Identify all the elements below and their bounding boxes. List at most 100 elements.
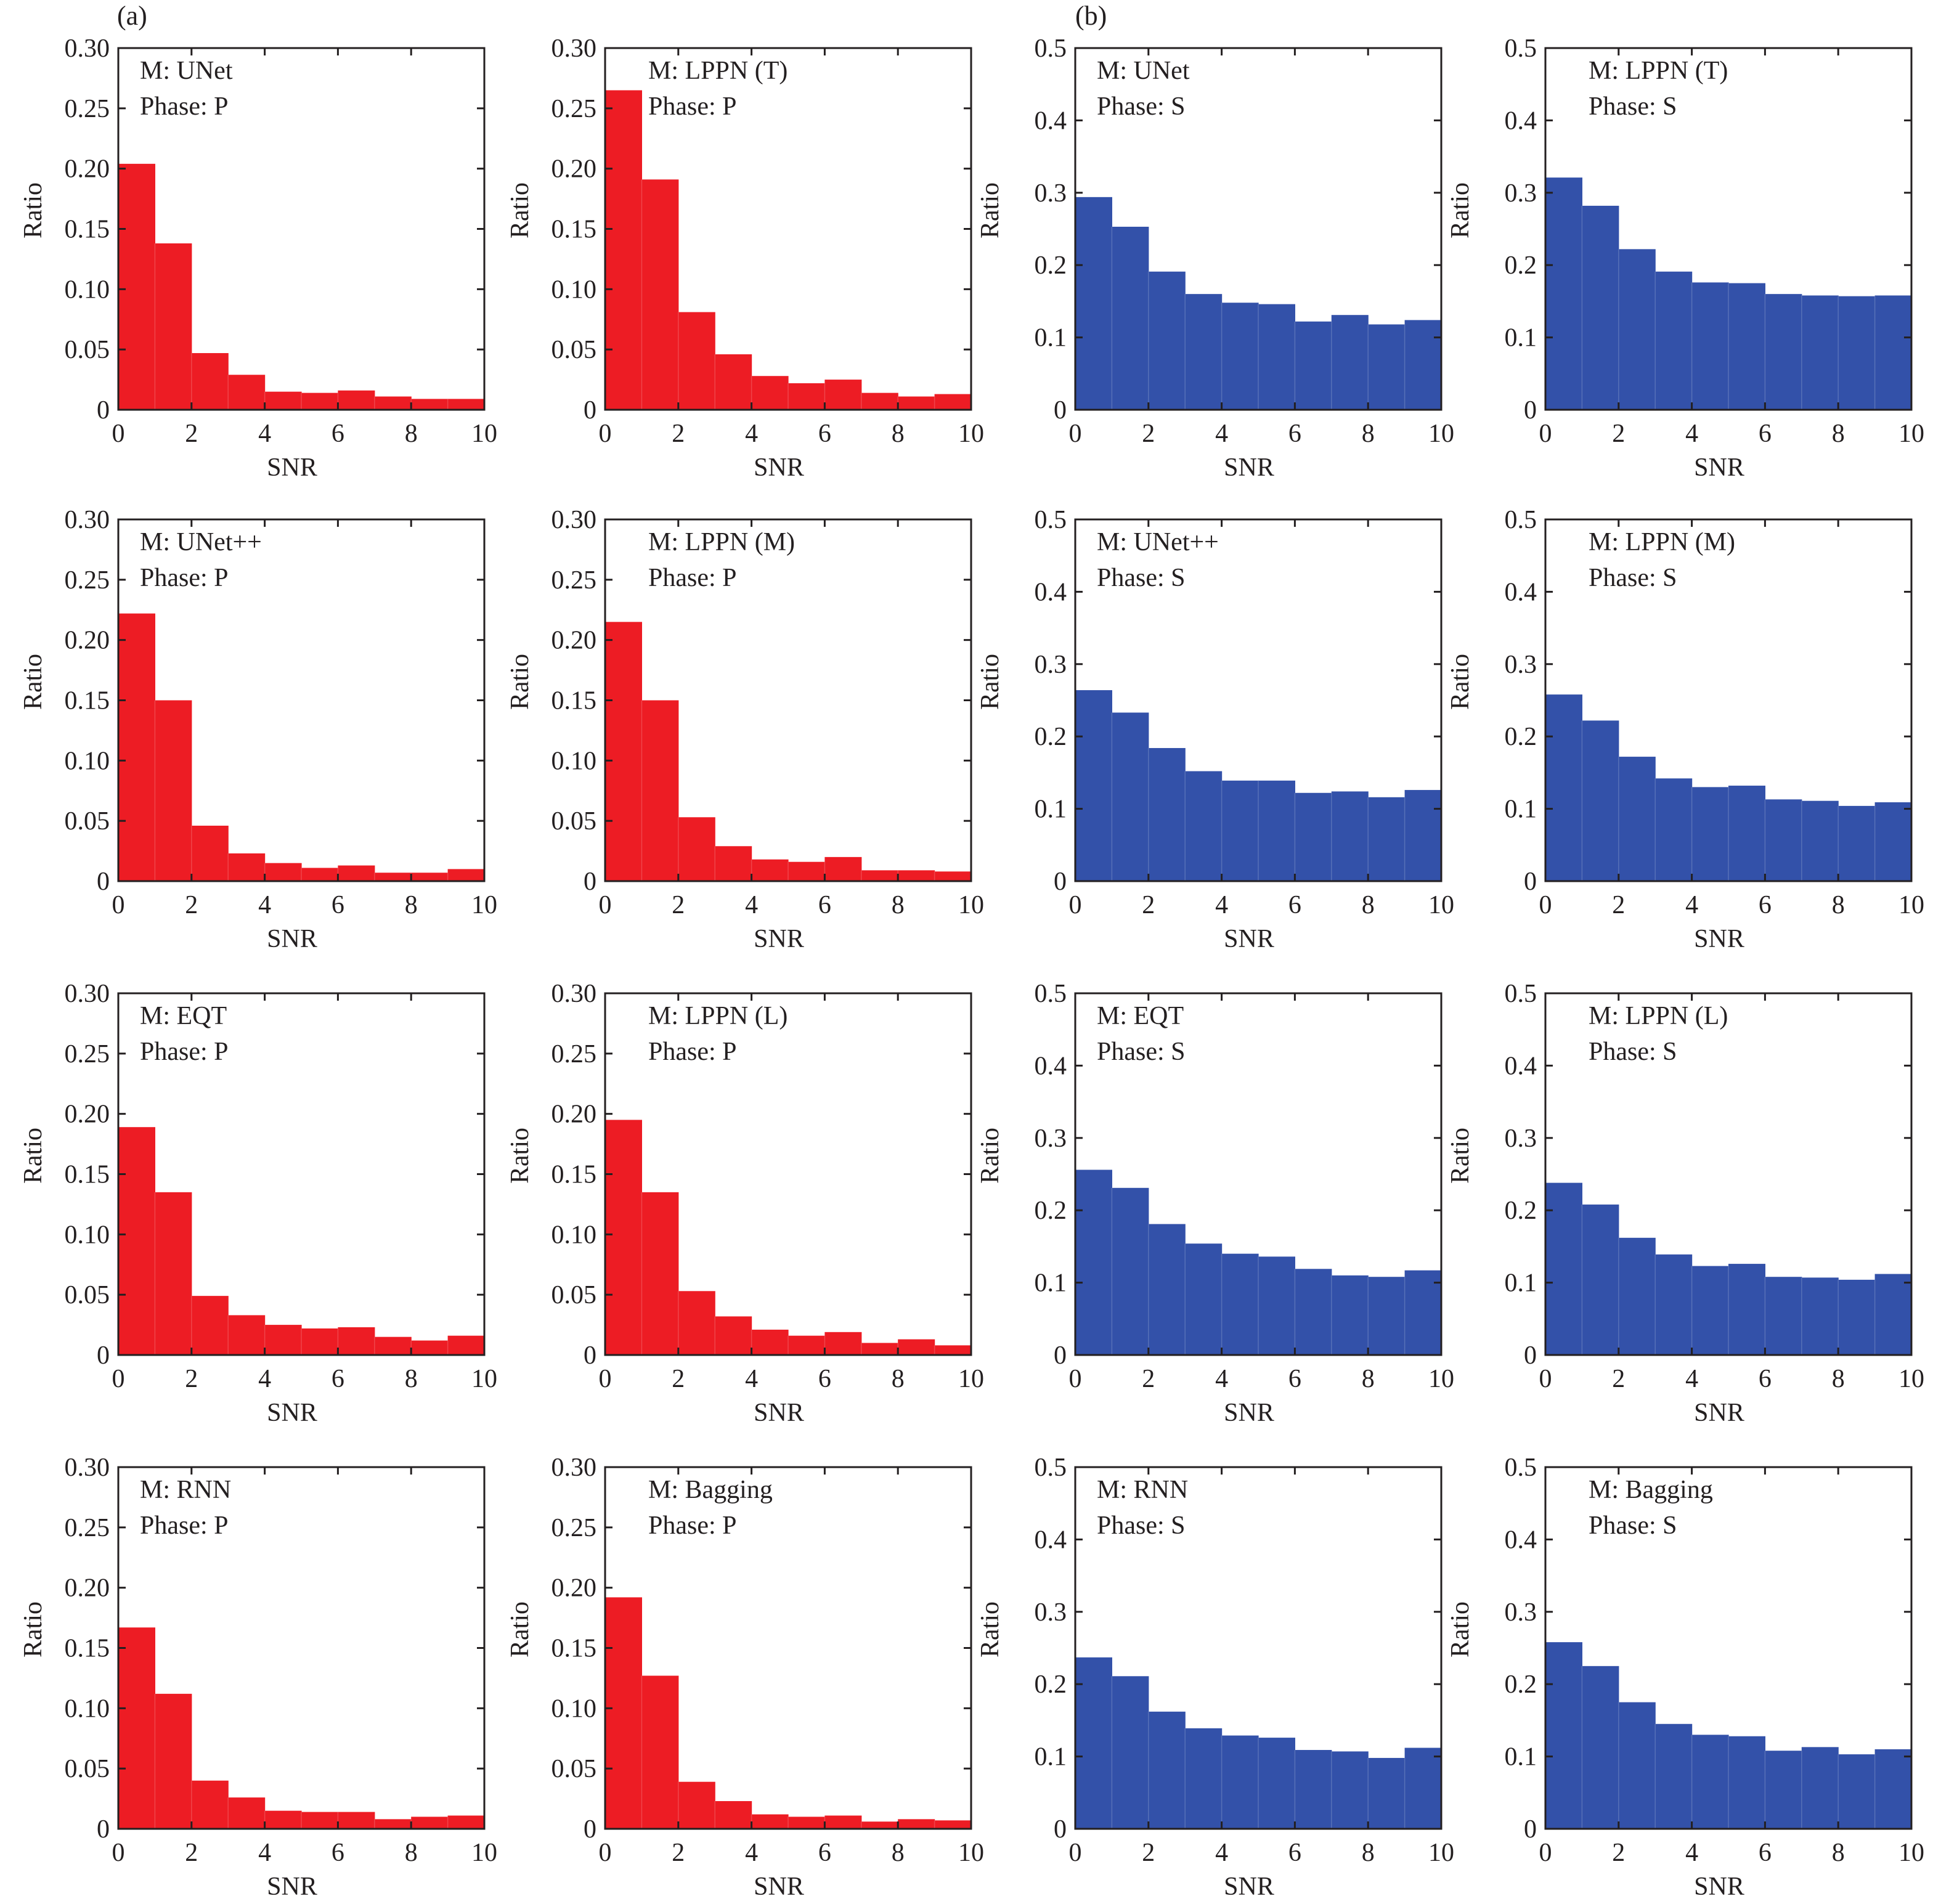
y-tick-label: 0.20 [551, 1574, 597, 1603]
histogram-bar [1295, 1750, 1332, 1829]
y-tick-label: 0.05 [551, 1281, 597, 1309]
y-tick-label: 0.1 [1035, 795, 1067, 824]
phase-label: Phase: S [1097, 1038, 1186, 1066]
histogram-bar [1728, 1264, 1765, 1355]
x-tick-label: 6 [818, 1365, 831, 1393]
y-tick-label: 0.30 [65, 980, 110, 1008]
plot-frame [1074, 47, 1443, 411]
x-tick-label: 6 [1288, 891, 1301, 919]
y-tick-label: 0.15 [551, 216, 597, 244]
histogram-bar [1221, 780, 1259, 881]
histogram-panel-3: 0 0.1 0.2 0.3 0.4 0.5 0 2 4 6 8 10 SNR Ratio M: UNet Ph… [976, 35, 1454, 482]
y-tick-label: 0.3 [1505, 179, 1537, 208]
histogram-bar [605, 622, 642, 881]
histogram-bar [1655, 1723, 1693, 1829]
x-tick-label: 10 [1428, 1365, 1454, 1393]
model-label: M: UNet [1097, 57, 1190, 85]
x-tick-label: 2 [672, 891, 685, 919]
x-tick-label: 4 [258, 1365, 271, 1393]
y-tick-label: 0.20 [65, 1574, 110, 1603]
x-tick-label: 4 [258, 1839, 271, 1867]
x-tick-label: 8 [1362, 1839, 1375, 1867]
histogram-bar [1221, 303, 1259, 410]
y-tick-label: 0.15 [65, 687, 110, 715]
model-label: M: LPPN (M) [648, 528, 795, 556]
x-axis-label: SNR [754, 1873, 804, 1901]
histogram-bar [1838, 1754, 1876, 1829]
y-tick-label: 0.10 [65, 1221, 110, 1249]
histogram-bar [118, 1627, 155, 1829]
histogram-bar [374, 873, 412, 881]
histogram-bar [264, 1810, 302, 1829]
histogram-panel-2: 0 0.05 0.10 0.15 0.20 0.25 0.30 0 2 4 6 8 10 SNR Ratio… [506, 35, 984, 482]
x-tick-label: 0 [1539, 891, 1552, 919]
y-tick-label: 0 [97, 868, 110, 896]
histogram-bar [447, 1335, 485, 1355]
x-tick-label: 8 [405, 1839, 418, 1867]
histogram-bar [1331, 791, 1369, 881]
x-tick-label: 2 [185, 1839, 198, 1867]
y-tick-label: 0.4 [1505, 107, 1537, 135]
plot-frame [1544, 518, 1913, 882]
x-tick-label: 10 [958, 1365, 984, 1393]
histogram-bar [641, 179, 679, 410]
phase-label: Phase: P [648, 92, 737, 121]
histogram-bar [1331, 1751, 1369, 1829]
histogram-bar [1728, 786, 1765, 881]
histogram-bar [228, 375, 266, 410]
x-tick-label: 10 [1898, 891, 1924, 919]
histogram-bar [1691, 1266, 1729, 1355]
histogram-bar [1728, 283, 1765, 410]
histogram-bar [1765, 1751, 1802, 1829]
y-tick-label: 0.05 [551, 807, 597, 836]
histogram-bar [338, 1812, 375, 1829]
x-tick-label: 10 [1428, 1839, 1454, 1867]
histogram-bar [898, 1819, 935, 1829]
y-axis-label: Ratio [506, 182, 534, 238]
x-tick-label: 0 [599, 1365, 612, 1393]
histogram-panel-7: 0 0.1 0.2 0.3 0.4 0.5 0 2 4 6 8 10 SNR Ratio M: UNet++… [976, 506, 1454, 953]
histogram-panel-8: 0 0.1 0.2 0.3 0.4 0.5 0 2 4 6 8 10 SNR Ratio M: LPPN (… [1446, 506, 1924, 953]
y-tick-label: 0.1 [1505, 1743, 1537, 1772]
x-tick-label: 2 [1612, 891, 1625, 919]
histogram-bar [1295, 1269, 1332, 1355]
histogram-bar [1838, 296, 1876, 410]
histogram-bar [374, 396, 412, 410]
y-tick-label: 0.5 [1505, 980, 1537, 1008]
x-axis-label: SNR [267, 454, 317, 482]
y-tick-label: 0.5 [1505, 1454, 1537, 1482]
x-tick-label: 8 [1832, 420, 1845, 448]
x-tick-label: 2 [1612, 1839, 1625, 1867]
histogram-bar [1691, 1735, 1729, 1829]
x-tick-label: 4 [258, 420, 271, 448]
phase-label: Phase: S [1589, 92, 1677, 121]
histogram-bar [934, 1820, 972, 1829]
histogram-bar [751, 376, 789, 410]
model-label: M: Bagging [1589, 1476, 1713, 1504]
histogram-bar [301, 1812, 338, 1829]
histogram-bar [824, 1815, 862, 1829]
x-tick-label: 2 [672, 1839, 685, 1867]
y-tick-label: 0.5 [1505, 506, 1537, 534]
y-tick-label: 0.10 [551, 1694, 597, 1723]
histogram-bar [1075, 690, 1112, 881]
x-tick-label: 4 [745, 1365, 758, 1393]
histogram-bar [1258, 1256, 1295, 1355]
y-tick-label: 0.10 [551, 747, 597, 775]
x-tick-label: 8 [405, 420, 418, 448]
histogram-bar [1112, 226, 1149, 410]
x-axis-label: SNR [1224, 1399, 1274, 1427]
x-tick-label: 10 [471, 420, 497, 448]
y-tick-label: 0.25 [65, 1040, 110, 1068]
x-tick-label: 0 [1539, 420, 1552, 448]
histogram-bar [1655, 271, 1693, 410]
histogram-bar [861, 870, 898, 881]
histogram-bar [1765, 799, 1802, 881]
histogram-bar [1075, 1170, 1112, 1355]
histogram-bar [1655, 778, 1693, 881]
histogram-bar [1148, 1711, 1186, 1829]
histogram-bar [191, 825, 229, 881]
histogram-bar [678, 1291, 715, 1355]
histogram-bar [1185, 1728, 1223, 1829]
x-tick-label: 10 [471, 891, 497, 919]
